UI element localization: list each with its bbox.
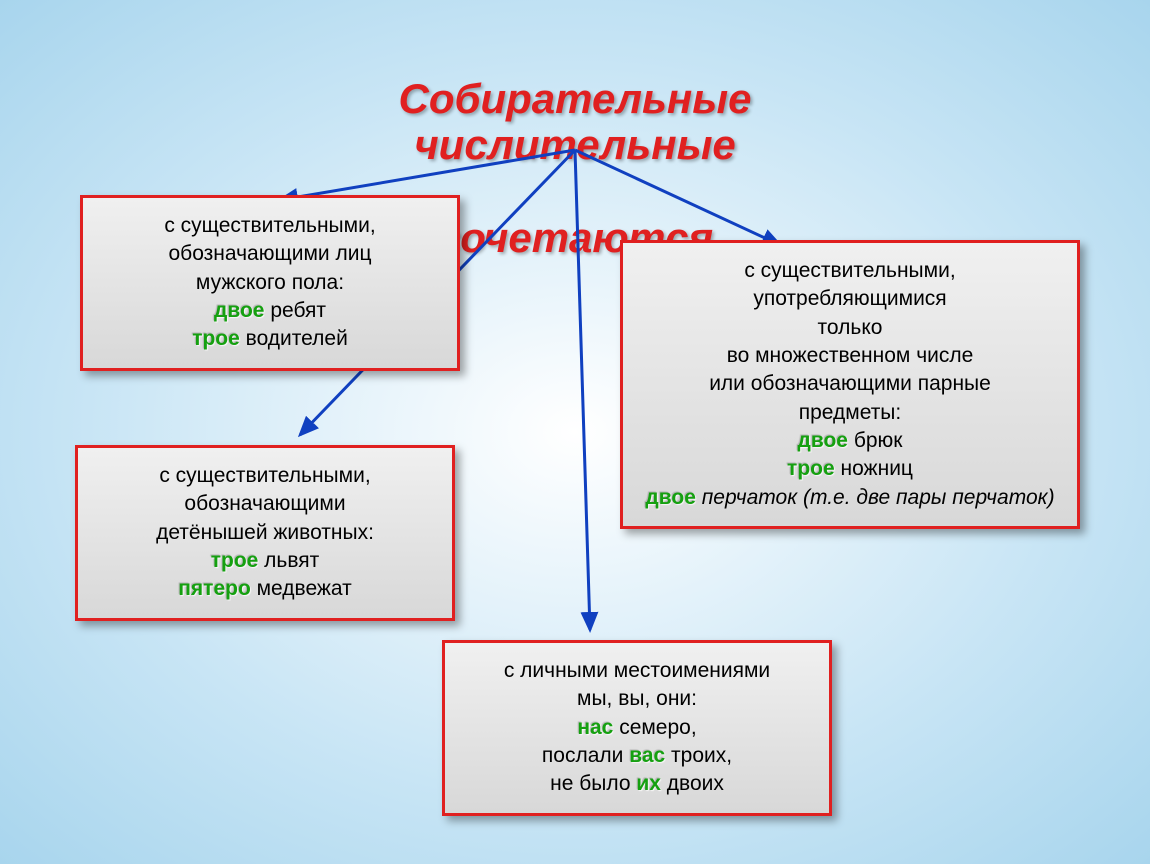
card-plural-paired: с существительными,употребляющимисятольк…: [620, 240, 1080, 529]
card-line: употребляющимися: [641, 285, 1059, 313]
card-animal-young: с существительными,обозначающимидетёныше…: [75, 445, 455, 621]
highlighted-numeral: двое: [645, 486, 695, 509]
card-line: трое водителей: [101, 325, 439, 353]
highlighted-numeral: пятеро: [178, 577, 251, 600]
card-line: нас семеро,: [463, 714, 811, 742]
card-line: с существительными,: [96, 462, 434, 490]
card-line: двое ребят: [101, 297, 439, 325]
card-line: пятеро медвежат: [96, 575, 434, 603]
card-line: с существительными,: [641, 257, 1059, 285]
highlighted-numeral: трое: [211, 549, 259, 572]
card-line: или обозначающими парные: [641, 370, 1059, 398]
card-line: детёнышей животных:: [96, 519, 434, 547]
highlighted-numeral: трое: [787, 457, 835, 480]
title-line-1: Собирательные числительные: [399, 75, 752, 168]
card-line: мы, вы, они:: [463, 685, 811, 713]
card-masculine-nouns: с существительными,обозначающими лицмужс…: [80, 195, 460, 371]
card-line: мужского пола:: [101, 269, 439, 297]
card-line: обозначающими: [96, 490, 434, 518]
card-line: обозначающими лиц: [101, 240, 439, 268]
card-line: с существительными,: [101, 212, 439, 240]
card-line: не было их двоих: [463, 770, 811, 798]
card-line: двое перчаток (т.е. две пары перчаток): [641, 484, 1059, 512]
highlighted-numeral: двое: [798, 429, 848, 452]
highlighted-numeral: нас: [577, 716, 613, 739]
highlighted-numeral: вас: [629, 744, 665, 767]
highlighted-numeral: двое: [214, 299, 264, 322]
card-personal-pronouns: с личными местоимениямимы, вы, они:нас с…: [442, 640, 832, 816]
card-line: во множественном числе: [641, 342, 1059, 370]
card-line: двое брюк: [641, 427, 1059, 455]
card-line: послали вас троих,: [463, 742, 811, 770]
card-line: предметы:: [641, 399, 1059, 427]
highlighted-numeral: трое: [192, 327, 240, 350]
highlighted-numeral: их: [636, 772, 661, 795]
card-line: трое львят: [96, 547, 434, 575]
card-line: только: [641, 314, 1059, 342]
card-line: трое ножниц: [641, 455, 1059, 483]
card-line: с личными местоимениями: [463, 657, 811, 685]
